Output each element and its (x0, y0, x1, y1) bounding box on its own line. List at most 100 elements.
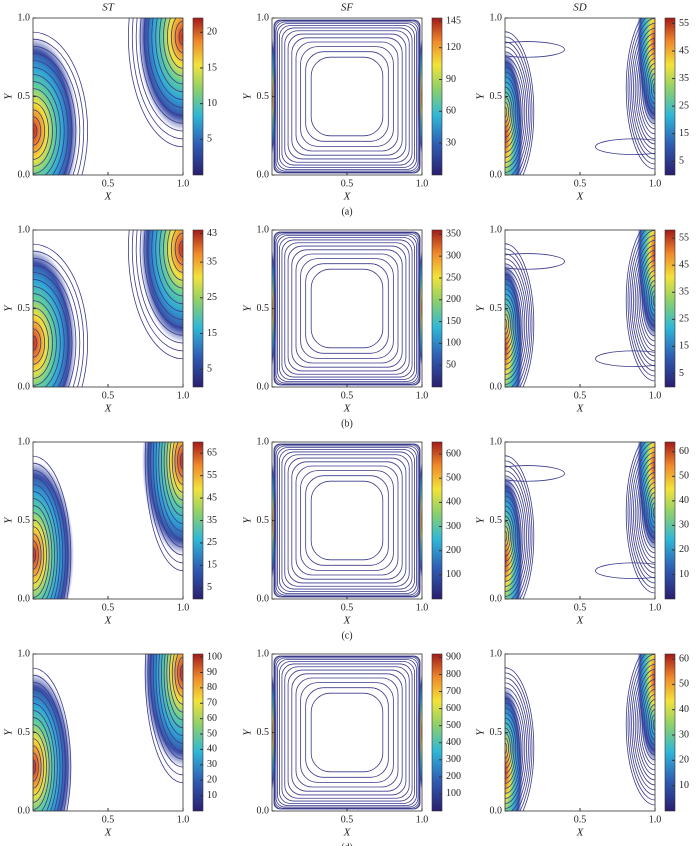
contour-line (33, 469, 66, 599)
colorbar (192, 17, 204, 176)
contour-line (636, 38, 655, 140)
contour-line (152, 654, 183, 760)
contour-line (275, 233, 419, 384)
colorbar-tick-label: 50 (679, 471, 689, 482)
contour-line (170, 230, 183, 273)
plot-background (272, 230, 422, 387)
contour-line (33, 731, 47, 803)
contour-line (151, 230, 183, 313)
y-tick-label: 0.0 (257, 381, 270, 392)
x-tick-label: 1.0 (649, 602, 662, 613)
contour-line (505, 263, 527, 385)
contour-line (310, 56, 384, 137)
contour-line (275, 445, 419, 596)
contour-line (33, 95, 53, 167)
plot-area (33, 442, 183, 599)
y-tick-label: 0.0 (490, 593, 503, 604)
contour-line (33, 519, 47, 591)
contour-line (150, 442, 183, 556)
colorbar-tick-label: 60 (446, 106, 456, 117)
colorbar-tick-label: 65 (207, 448, 217, 459)
contour-line (642, 53, 655, 125)
contour-line (505, 303, 513, 345)
colorbar-tick-label: 600 (446, 448, 461, 459)
contour-line (634, 33, 655, 145)
caption: (a) (341, 206, 352, 217)
x-tick-label: 1.0 (177, 814, 190, 825)
contour-line (33, 498, 55, 599)
x-tick-label: 0.5 (102, 814, 115, 825)
contour-line (281, 663, 413, 802)
colorbar-tick-label: 900 (446, 652, 461, 663)
y-axis-label: Y (475, 304, 487, 312)
y-tick-label: 1.0 (490, 224, 503, 235)
contour-line (505, 490, 522, 582)
contour-line (633, 239, 655, 362)
colorbar-tick-label: 5 (207, 363, 212, 374)
contour-line (284, 30, 410, 163)
y-axis-label: Y (3, 92, 15, 100)
contour-line (277, 23, 417, 170)
contour-line (595, 138, 655, 155)
colorbar-tick-label: 5 (207, 582, 212, 593)
colorbar-tick-label: 10 (679, 780, 689, 791)
colorbar (431, 441, 443, 600)
contour-line (33, 484, 61, 599)
contour-line (505, 91, 513, 133)
x-tick-label: 1.0 (177, 602, 190, 613)
y-tick-label: 0.5 (490, 303, 503, 314)
x-tick-label: 0.5 (341, 814, 354, 825)
contour-line (300, 470, 394, 571)
colorbar-tick-label: 800 (446, 669, 461, 680)
contour-line (505, 51, 527, 173)
colorbar-tick-label: 10 (679, 569, 689, 580)
colorbar-tick-label: 5 (207, 134, 212, 145)
y-axis-label: Y (242, 728, 254, 736)
contour-line (634, 245, 655, 357)
contour-line (645, 275, 655, 327)
x-axis-label: X (576, 403, 585, 415)
colorbar-tick-label: 20 (679, 755, 689, 766)
contour-line (625, 18, 655, 170)
contour-line (33, 724, 50, 810)
colorbar-tick-label: 80 (207, 682, 217, 693)
contour-line (291, 461, 403, 580)
y-tick-label: 1.0 (257, 12, 270, 23)
contour-line (284, 454, 410, 587)
colorbar-tick-label: 50 (446, 359, 456, 370)
contour-line (634, 457, 655, 569)
column-title: ST (102, 2, 115, 14)
y-axis-label: Y (3, 728, 15, 736)
contour-line (33, 745, 42, 789)
contour-line (33, 264, 77, 387)
y-tick-label: 1.0 (18, 648, 31, 659)
contour-line (636, 674, 655, 776)
y-tick-label: 0.0 (18, 593, 31, 604)
contour-line (505, 475, 527, 597)
colorbar-tick-label: 30 (679, 520, 689, 531)
contour-line (505, 253, 565, 270)
colorbar-tick-label: 30 (207, 759, 217, 770)
contour-line (179, 664, 183, 682)
x-axis-label: X (343, 403, 352, 415)
contour-line (143, 18, 183, 116)
contour-line (505, 313, 509, 335)
plot-area (272, 442, 422, 599)
contour-line (284, 242, 410, 375)
contour-line (33, 67, 69, 175)
contour-line (505, 712, 518, 784)
contour-line (505, 66, 522, 158)
contour-line (33, 81, 61, 175)
colorbar-tick-label: 200 (446, 545, 461, 556)
x-axis-label: X (343, 191, 352, 203)
contour-line (279, 661, 415, 804)
colorbar-tick-label: 60 (679, 446, 689, 457)
colorbar-tick-label: 35 (207, 515, 217, 526)
colorbar-tick-label: 400 (446, 497, 461, 508)
contour-line (625, 442, 655, 594)
y-tick-label: 1.0 (257, 436, 270, 447)
caption: (d) (341, 842, 353, 846)
contour-line (33, 674, 69, 811)
colorbar (431, 229, 443, 388)
y-tick-label: 0.0 (18, 381, 31, 392)
